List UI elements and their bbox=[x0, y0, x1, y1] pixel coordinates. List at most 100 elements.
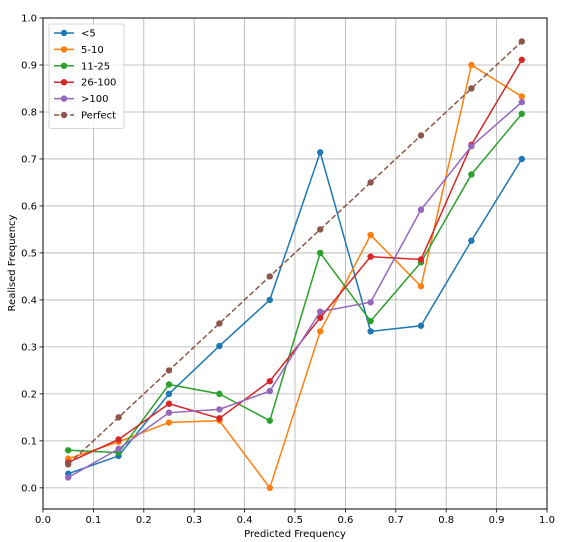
data-point bbox=[417, 283, 425, 290]
data-point bbox=[518, 38, 525, 45]
data-point bbox=[317, 308, 324, 315]
series-line bbox=[67, 101, 523, 479]
y-tick-label: 0.9 bbox=[21, 60, 37, 71]
data-point bbox=[367, 299, 374, 306]
legend-item: >100 bbox=[54, 94, 108, 105]
series-line bbox=[67, 149, 523, 475]
legend-marker bbox=[60, 111, 68, 119]
data-point bbox=[266, 387, 273, 395]
data-point bbox=[65, 474, 72, 481]
legend-marker bbox=[60, 79, 68, 86]
y-tick-label: 0.6 bbox=[21, 201, 37, 212]
data-point bbox=[266, 377, 273, 385]
y-tick-label: 0.2 bbox=[21, 389, 37, 400]
data-point bbox=[417, 256, 425, 263]
data-point bbox=[367, 179, 374, 186]
legend-marker bbox=[60, 95, 68, 102]
data-point bbox=[216, 406, 223, 413]
x-tick-label: 1.0 bbox=[539, 515, 555, 526]
legend-label: <5 bbox=[81, 29, 96, 40]
data-point bbox=[468, 171, 475, 178]
y-tick-label: 0.0 bbox=[21, 483, 37, 494]
y-tick-label: 1.0 bbox=[21, 14, 37, 25]
x-tick-label: 0.4 bbox=[237, 515, 253, 526]
data-point bbox=[216, 342, 223, 350]
data-point bbox=[216, 390, 223, 398]
data-point bbox=[417, 206, 425, 213]
series-layer bbox=[65, 38, 525, 492]
data-point bbox=[266, 273, 273, 280]
x-tick-label: 0.0 bbox=[35, 515, 51, 526]
data-point bbox=[317, 149, 324, 156]
data-point bbox=[367, 253, 374, 260]
x-tick-label: 0.7 bbox=[388, 515, 404, 526]
legend-item: 11-25 bbox=[54, 61, 110, 72]
data-point bbox=[468, 85, 475, 92]
series-line bbox=[67, 59, 523, 464]
series-Perfect bbox=[65, 38, 525, 468]
data-point bbox=[165, 367, 173, 374]
x-tick-label: 0.2 bbox=[136, 515, 152, 526]
legend-label: 26-100 bbox=[81, 78, 116, 89]
y-tick-label: 0.7 bbox=[21, 154, 37, 165]
legend-marker bbox=[60, 62, 68, 69]
legend-item: 26-100 bbox=[54, 78, 116, 89]
series-line bbox=[67, 63, 523, 490]
y-tick-label: 0.8 bbox=[21, 107, 37, 118]
series-line bbox=[68, 113, 523, 454]
data-point bbox=[216, 415, 223, 422]
series-line bbox=[67, 40, 523, 465]
legend-label: >100 bbox=[81, 94, 108, 105]
data-point bbox=[216, 320, 223, 327]
data-point bbox=[115, 414, 122, 421]
legend-label: 5-10 bbox=[81, 45, 104, 56]
data-point bbox=[468, 143, 475, 150]
legend-marker bbox=[60, 46, 68, 53]
data-point bbox=[518, 110, 525, 118]
y-tick-label: 0.5 bbox=[21, 248, 37, 259]
data-point bbox=[165, 390, 173, 398]
data-point bbox=[417, 322, 425, 329]
data-point bbox=[367, 231, 374, 239]
x-axis: 0.0 0.1 0.2 0.3 0.4 0.5 0.6 0.7 0.8 0.9 1.0 bbox=[35, 509, 555, 526]
data-point bbox=[266, 484, 273, 492]
y-axis-label: Realised Frequency bbox=[7, 214, 18, 311]
data-point bbox=[65, 447, 72, 454]
data-point bbox=[165, 381, 173, 388]
legend: <5 5-10 11-25 26-100 >100 Perfect bbox=[48, 23, 125, 129]
data-point bbox=[266, 417, 273, 424]
legend-item: 5-10 bbox=[54, 45, 104, 56]
data-point bbox=[468, 61, 475, 69]
data-point bbox=[317, 249, 324, 257]
data-point bbox=[317, 314, 324, 321]
x-axis-label: Predicted Frequency bbox=[244, 529, 346, 540]
data-point bbox=[165, 400, 173, 407]
data-point bbox=[468, 237, 475, 244]
x-tick-label: 0.8 bbox=[438, 515, 454, 526]
legend-label: 11-25 bbox=[81, 61, 110, 72]
x-tick-label: 0.5 bbox=[287, 515, 303, 526]
legend-label: Perfect bbox=[81, 111, 116, 122]
data-point bbox=[115, 445, 122, 453]
y-tick-label: 0.3 bbox=[21, 342, 37, 353]
data-point bbox=[65, 461, 72, 468]
data-point bbox=[518, 98, 525, 106]
y-tick-label: 0.4 bbox=[21, 295, 37, 306]
data-point bbox=[165, 419, 173, 426]
x-tick-label: 0.3 bbox=[186, 515, 202, 526]
data-point bbox=[317, 328, 324, 335]
data-point bbox=[417, 132, 425, 139]
data-point bbox=[367, 317, 374, 325]
series-<5 bbox=[65, 149, 525, 477]
legend-item: <5 bbox=[54, 29, 96, 40]
data-point bbox=[317, 226, 324, 233]
y-tick-label: 0.1 bbox=[21, 436, 37, 447]
data-point bbox=[266, 296, 273, 304]
legend-marker bbox=[60, 29, 68, 37]
x-tick-label: 0.9 bbox=[489, 515, 505, 526]
series->100 bbox=[65, 98, 525, 481]
series-11-25 bbox=[65, 110, 525, 456]
y-axis: 0.0 0.1 0.2 0.3 0.4 0.5 0.6 0.7 0.8 0.9 1.0 bbox=[21, 14, 43, 494]
legend-item: Perfect bbox=[54, 111, 116, 122]
